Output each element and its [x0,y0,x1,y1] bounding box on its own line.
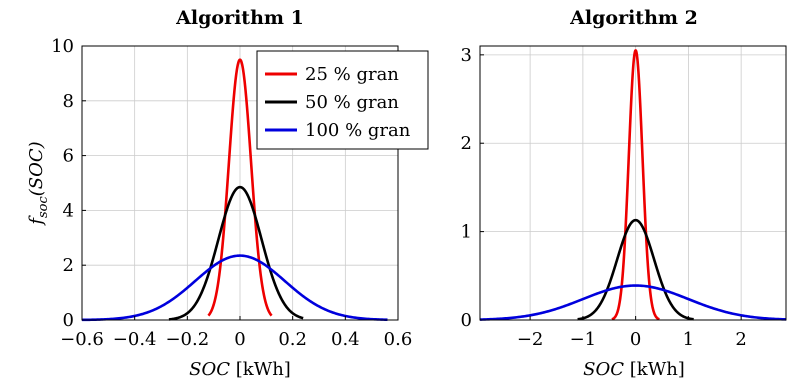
series-line-1 [207,58,273,317]
x-tick-label: −0.6 [60,329,104,350]
x-tick-label: 0.6 [384,329,413,350]
series-line-3 [479,284,787,321]
x-tick-label: 0.4 [331,329,360,350]
x-tick-label: 0 [234,329,245,350]
x-axis-label-2: SOC [kWh] [583,359,685,380]
y-tick-label: 0 [63,310,74,331]
y-tick-label: 4 [63,200,74,221]
x-tick-label: 2 [735,329,746,350]
x-tick-label: 0 [630,329,641,350]
x-tick-label: 1 [683,329,694,350]
plot-frame-2 [479,45,787,321]
y-tick-label: 0 [461,310,472,331]
x-tick-label: −2 [517,329,544,350]
series-line-3 [81,254,388,322]
series-line-2 [168,185,304,321]
x-tick-label: −0.2 [165,329,209,350]
y-tick-label: 1 [461,222,472,243]
legend-label-100: 100 % gran [305,120,411,141]
x-tick-label: −0.4 [113,329,157,350]
legend-label-25: 25 % gran [305,64,399,85]
x-tick-label: 0.2 [278,329,307,350]
legend: 25 % gran 50 % gran 100 % gran [256,50,429,150]
chart-title-2: Algorithm 2 [569,7,698,29]
legend-box [256,50,429,150]
x-axis-label-1: SOC [kWh] [189,359,291,380]
panel-algorithm-1: Algorithm 1 −0.6 −0.4 −0.2 0 0.2 0.4 0.6 0 2 4 6 8… [26,7,429,380]
y-tick-label: 8 [63,91,74,112]
y-axis-label-1: fsoc(SOC) [26,141,51,226]
legend-label-50: 50 % gran [305,92,399,113]
y-tick-label: 2 [63,255,74,276]
chart-title-1: Algorithm 1 [175,7,304,29]
y-tick-label: 6 [63,146,74,167]
series-line-2 [576,218,695,321]
y-tick-label: 10 [51,36,74,57]
x-tick-label: −1 [570,329,597,350]
panel-algorithm-2: Algorithm 2 −2 −1 0 1 2 0 1 2 3 SOC [kWh] [461,7,787,380]
series-line-1 [610,49,661,321]
y-tick-label: 2 [461,133,472,154]
y-tick-label: 3 [461,45,472,66]
